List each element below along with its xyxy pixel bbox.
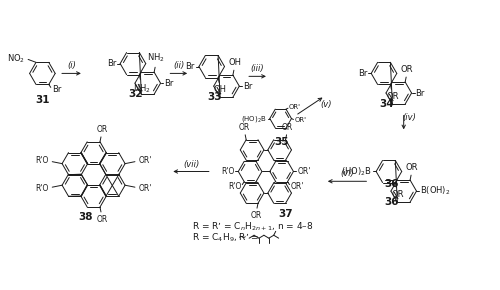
- Text: 36: 36: [384, 179, 399, 189]
- Text: (vii): (vii): [183, 160, 199, 168]
- Text: NH$_2$: NH$_2$: [148, 52, 165, 64]
- Text: NH$_2$: NH$_2$: [132, 82, 150, 95]
- Text: OR: OR: [282, 123, 293, 132]
- Text: Br: Br: [107, 59, 116, 68]
- Text: OR: OR: [401, 65, 413, 74]
- Text: OR: OR: [96, 125, 108, 134]
- Text: OR: OR: [391, 190, 404, 199]
- Text: ~: ~: [238, 233, 246, 243]
- Text: 31: 31: [35, 95, 50, 105]
- Text: (vi): (vi): [340, 169, 354, 178]
- Text: OR': OR': [139, 156, 152, 165]
- Text: OR': OR': [139, 184, 152, 193]
- Text: Br: Br: [243, 82, 252, 91]
- Text: 37: 37: [278, 209, 293, 219]
- Text: 38: 38: [78, 212, 93, 222]
- Text: OR': OR': [290, 182, 304, 191]
- Text: (v): (v): [320, 100, 332, 109]
- Text: (HO)$_2$B: (HO)$_2$B: [342, 165, 372, 178]
- Text: OR': OR': [298, 167, 311, 176]
- Text: R'O: R'O: [35, 156, 48, 165]
- Text: Br: Br: [416, 88, 425, 97]
- Text: OR': OR': [289, 104, 301, 110]
- Text: 32: 32: [128, 89, 143, 99]
- Text: Br: Br: [52, 85, 61, 94]
- Text: OR: OR: [386, 92, 398, 101]
- Text: (ii): (ii): [173, 61, 184, 70]
- Text: R'O: R'O: [35, 184, 48, 193]
- Text: R = C$_4$H$_9$, R’ =: R = C$_4$H$_9$, R’ =: [192, 232, 260, 244]
- Text: (i): (i): [67, 61, 76, 70]
- Text: 36: 36: [384, 197, 399, 207]
- Text: OR': OR': [294, 117, 306, 124]
- Text: OH: OH: [228, 58, 241, 67]
- Text: Br: Br: [164, 79, 174, 88]
- Text: OH: OH: [214, 86, 226, 95]
- Text: R = R’ = C$_n$H$_{2n+1}$, n = 4–8: R = R’ = C$_n$H$_{2n+1}$, n = 4–8: [192, 220, 314, 233]
- Text: (iv): (iv): [402, 113, 416, 122]
- Text: OR: OR: [406, 163, 418, 172]
- Text: B(OH)$_2$: B(OH)$_2$: [420, 185, 451, 197]
- Text: NO$_2$: NO$_2$: [7, 52, 25, 65]
- Text: R'O: R'O: [221, 167, 234, 176]
- Text: 33: 33: [208, 92, 222, 102]
- Text: 34: 34: [380, 99, 394, 109]
- Text: OR: OR: [96, 215, 108, 224]
- Text: (HO)$_2$B: (HO)$_2$B: [241, 113, 267, 124]
- Text: R'O: R'O: [228, 182, 241, 191]
- Text: OR: OR: [250, 211, 262, 220]
- Text: Br: Br: [186, 62, 195, 71]
- Text: OR: OR: [238, 123, 250, 132]
- Text: Br: Br: [358, 69, 368, 78]
- Text: (iii): (iii): [250, 64, 264, 73]
- Text: 35: 35: [274, 137, 289, 147]
